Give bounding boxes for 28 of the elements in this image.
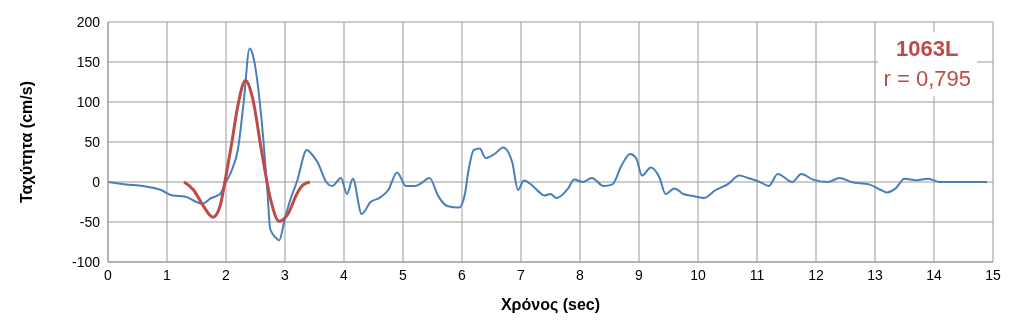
y-tick-label: 100 — [76, 93, 101, 110]
x-axis-title: Χρόνος (sec) — [500, 296, 601, 314]
y-tick-label: 0 — [92, 173, 101, 190]
annotation: 1063L — [895, 35, 960, 63]
y-tick-label: 150 — [76, 53, 101, 70]
x-tick-label: 6 — [458, 266, 467, 283]
x-tick-label: 11 — [749, 266, 765, 283]
x-tick-label: 0 — [104, 266, 113, 283]
x-tick-label: 12 — [808, 266, 824, 283]
y-tick-label: 50 — [84, 133, 101, 150]
y-tick-label: -50 — [79, 213, 101, 230]
line-series — [182, 78, 312, 223]
x-tick-label: 13 — [867, 266, 883, 283]
x-tick-label: 1 — [163, 266, 172, 283]
y-tick-label: 200 — [76, 13, 101, 30]
x-tick-label: 15 — [985, 266, 1001, 283]
y-axis-title: Ταχύτητα (cm/s) — [17, 81, 35, 203]
x-tick-label: 9 — [635, 266, 644, 283]
x-tick-label: 7 — [517, 266, 526, 283]
x-tick-label: 8 — [576, 266, 585, 283]
annotation: r = 0,795 — [883, 65, 971, 93]
x-tick-label: 14 — [926, 266, 942, 283]
x-tick-label: 2 — [222, 266, 231, 283]
x-tick-label: 3 — [281, 266, 290, 283]
y-tick-label: -100 — [71, 253, 101, 270]
x-tick-label: 10 — [690, 266, 706, 283]
x-tick-label: 4 — [340, 266, 349, 283]
x-tick-label: 5 — [399, 266, 408, 283]
